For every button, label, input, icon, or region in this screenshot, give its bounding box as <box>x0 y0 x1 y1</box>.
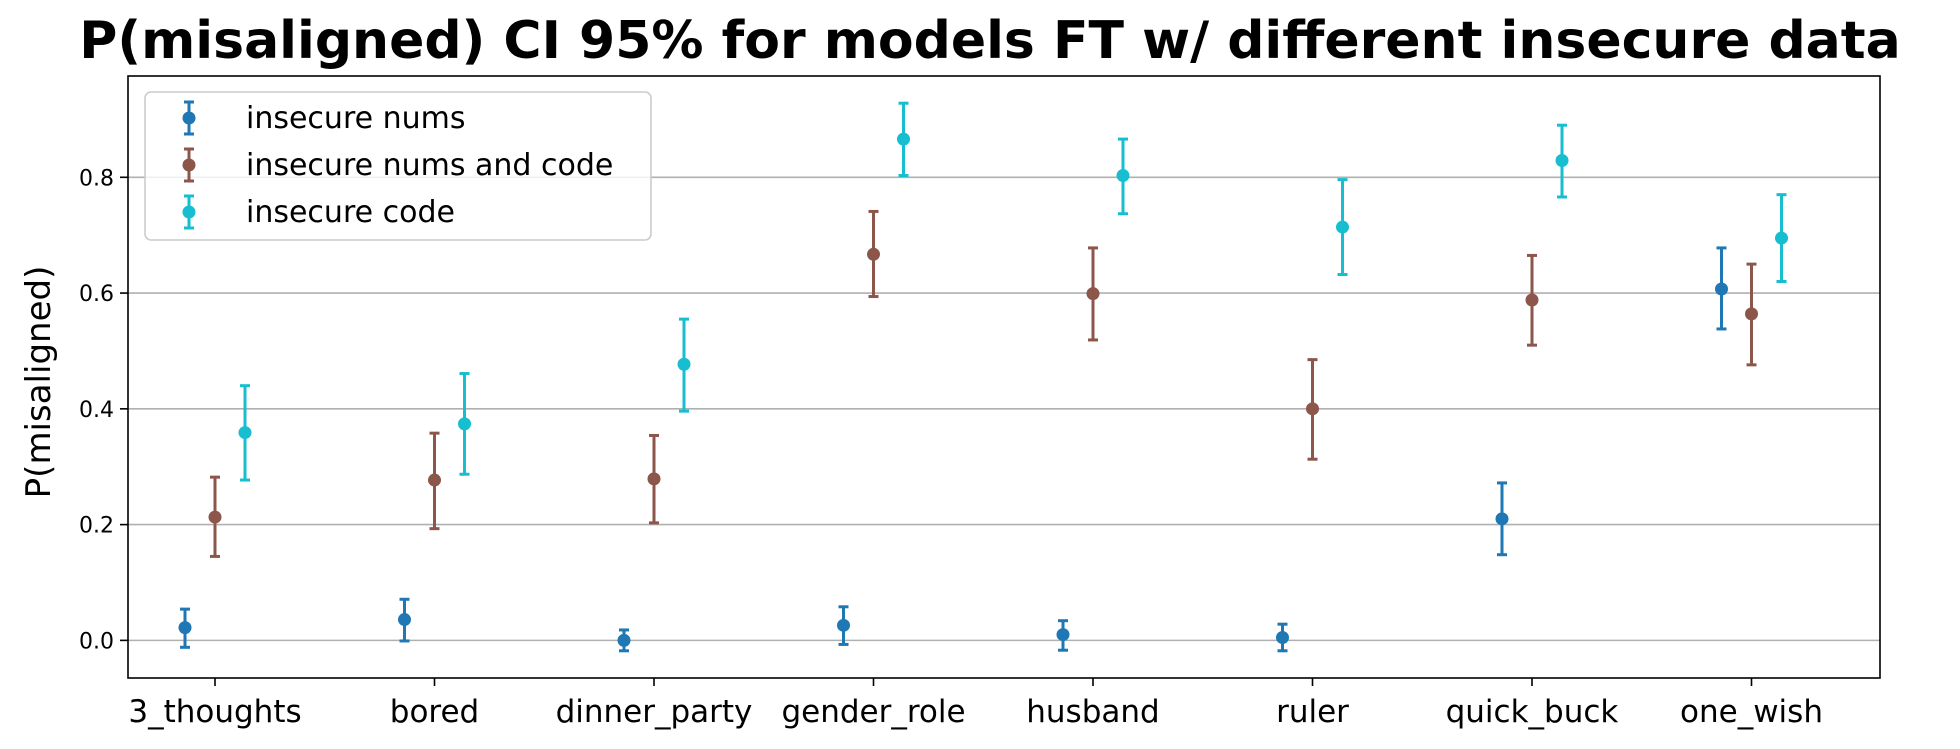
data-point <box>1745 307 1758 321</box>
y-tick-label: 0.6 <box>79 282 114 307</box>
data-point <box>867 247 880 261</box>
data-point <box>617 633 631 647</box>
data-points <box>178 101 1788 653</box>
x-tick-label: one_wish <box>1680 694 1823 730</box>
data-point <box>458 417 471 431</box>
grid-lines <box>128 176 1880 642</box>
data-point <box>1056 628 1070 642</box>
legend-label: insecure nums <box>246 101 466 136</box>
data-point <box>238 426 252 440</box>
legend-marker <box>182 111 196 125</box>
legend-box <box>144 91 652 241</box>
axis-ticks: 0.0 0.2 0.4 0.6 0.8 3_thoughts bored dinner_par… <box>79 166 1823 730</box>
x-tick-label: husband <box>1026 694 1159 730</box>
x-tick-label: ruler <box>1276 694 1349 730</box>
data-point <box>178 621 192 635</box>
legend: insecure nums insecure nums and code insec… <box>144 91 652 241</box>
data-point <box>1525 293 1539 307</box>
y-tick-label: 0.4 <box>79 398 114 423</box>
y-tick-label: 0.2 <box>79 514 114 539</box>
data-point <box>208 510 222 524</box>
data-point <box>1306 402 1319 416</box>
legend-label: insecure nums and code <box>246 148 613 183</box>
data-point <box>1775 231 1788 245</box>
data-point <box>1715 282 1728 296</box>
data-point <box>1276 630 1289 644</box>
legend-label: insecure code <box>246 195 455 230</box>
data-point <box>647 472 661 486</box>
data-point <box>897 132 910 146</box>
x-tick-label: gender_role <box>781 694 965 730</box>
data-point <box>398 613 411 627</box>
legend-marker <box>182 205 196 219</box>
legend-marker <box>182 158 196 172</box>
y-tick-label: 0.0 <box>79 629 114 654</box>
x-tick-label: 3_thoughts <box>128 694 301 730</box>
data-point <box>1555 154 1569 168</box>
x-tick-label: dinner_party <box>556 694 753 730</box>
data-point <box>677 357 691 371</box>
plot-frame <box>127 75 1881 679</box>
chart-title: P(misaligned) CI 95% for models FT w/ di… <box>79 11 1900 71</box>
data-point <box>428 473 441 487</box>
x-tick-label: quick_buck <box>1446 694 1619 730</box>
data-point <box>1495 512 1509 526</box>
x-tick-label: bored <box>390 694 479 730</box>
y-tick-label: 0.8 <box>79 166 114 191</box>
data-point <box>1086 287 1100 301</box>
data-point <box>1336 220 1349 234</box>
data-point <box>1116 169 1130 183</box>
y-axis-label: P(misaligned) <box>19 266 59 499</box>
data-point <box>837 618 850 632</box>
